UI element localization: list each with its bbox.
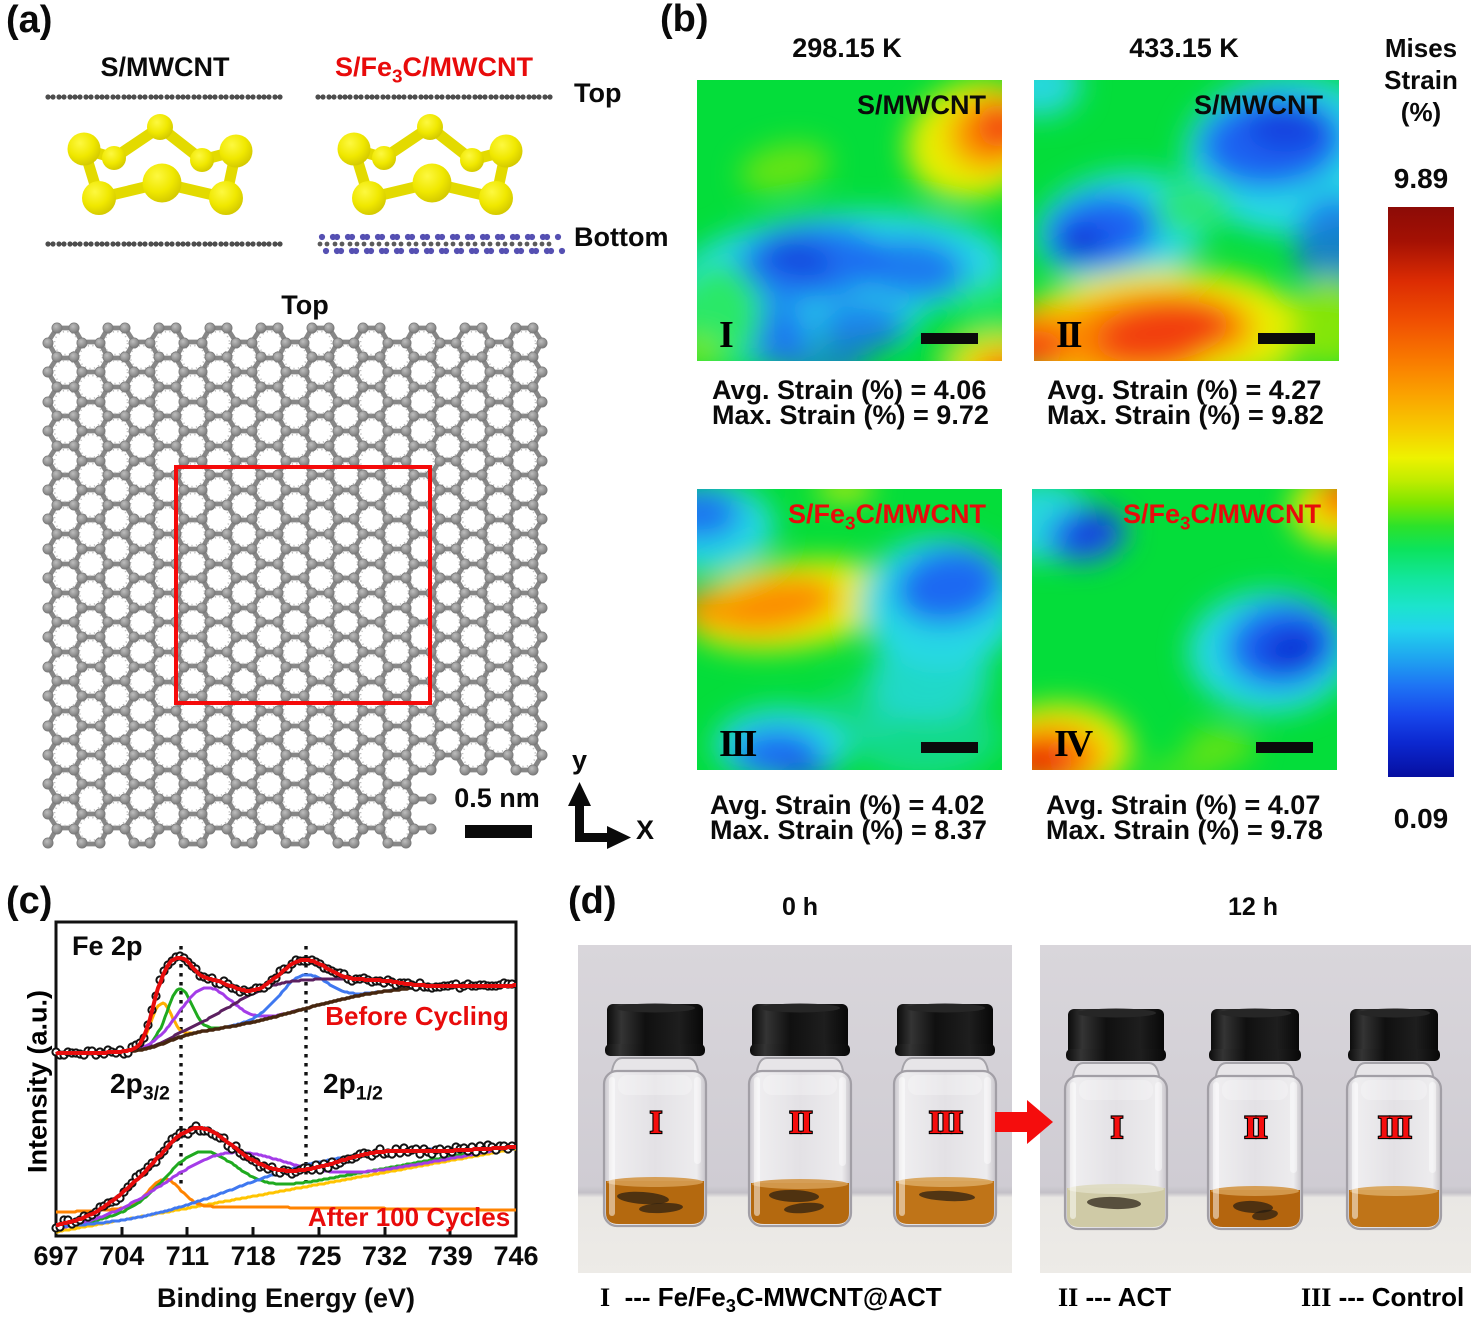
svg-text:II: II — [789, 1105, 812, 1141]
svg-text:I: I — [650, 1105, 662, 1141]
svg-text:I: I — [1111, 1110, 1123, 1146]
svg-text:III: III — [929, 1105, 963, 1141]
svg-text:II: II — [1244, 1110, 1267, 1146]
svg-text:III: III — [1378, 1110, 1412, 1146]
